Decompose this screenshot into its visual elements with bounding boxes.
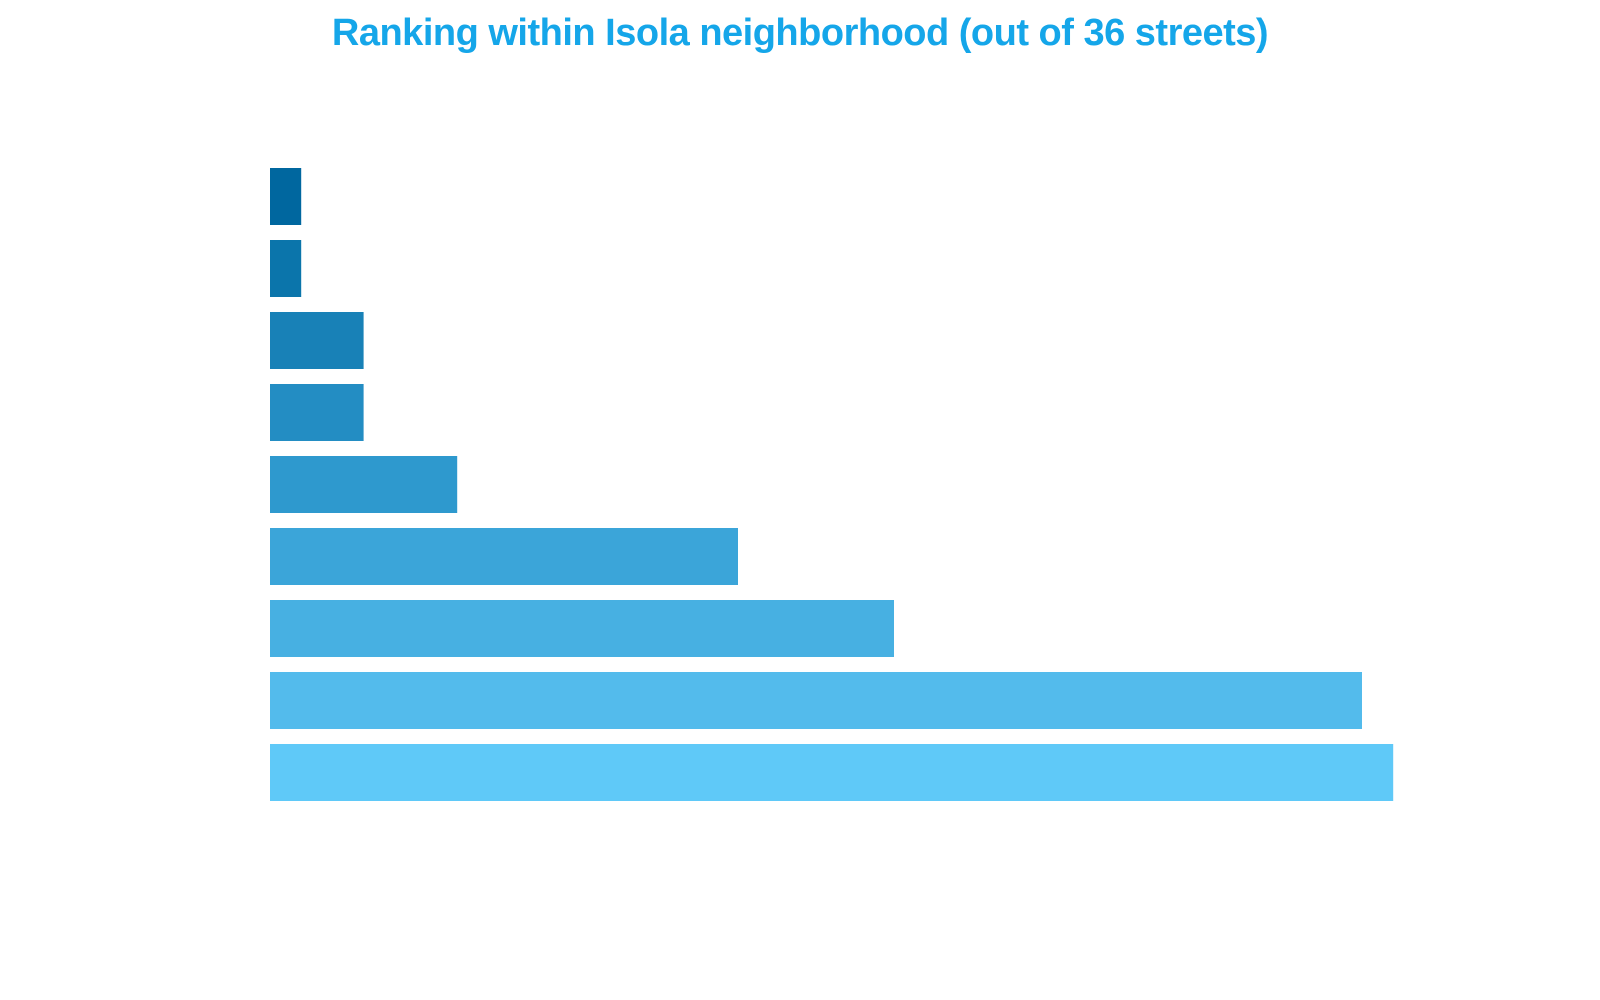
bar-8 (270, 672, 1362, 729)
bar-3 (270, 312, 364, 369)
bar-9 (270, 744, 1394, 801)
chart-title: Ranking within Isola neighborhood (out o… (331, 12, 1269, 54)
bar-7 (270, 600, 894, 657)
bars-group (270, 168, 1394, 801)
bar-2 (270, 240, 302, 297)
bar-1 (270, 168, 302, 225)
bar-5 (270, 456, 458, 513)
bar-6 (270, 528, 738, 585)
bar-4 (270, 384, 364, 441)
